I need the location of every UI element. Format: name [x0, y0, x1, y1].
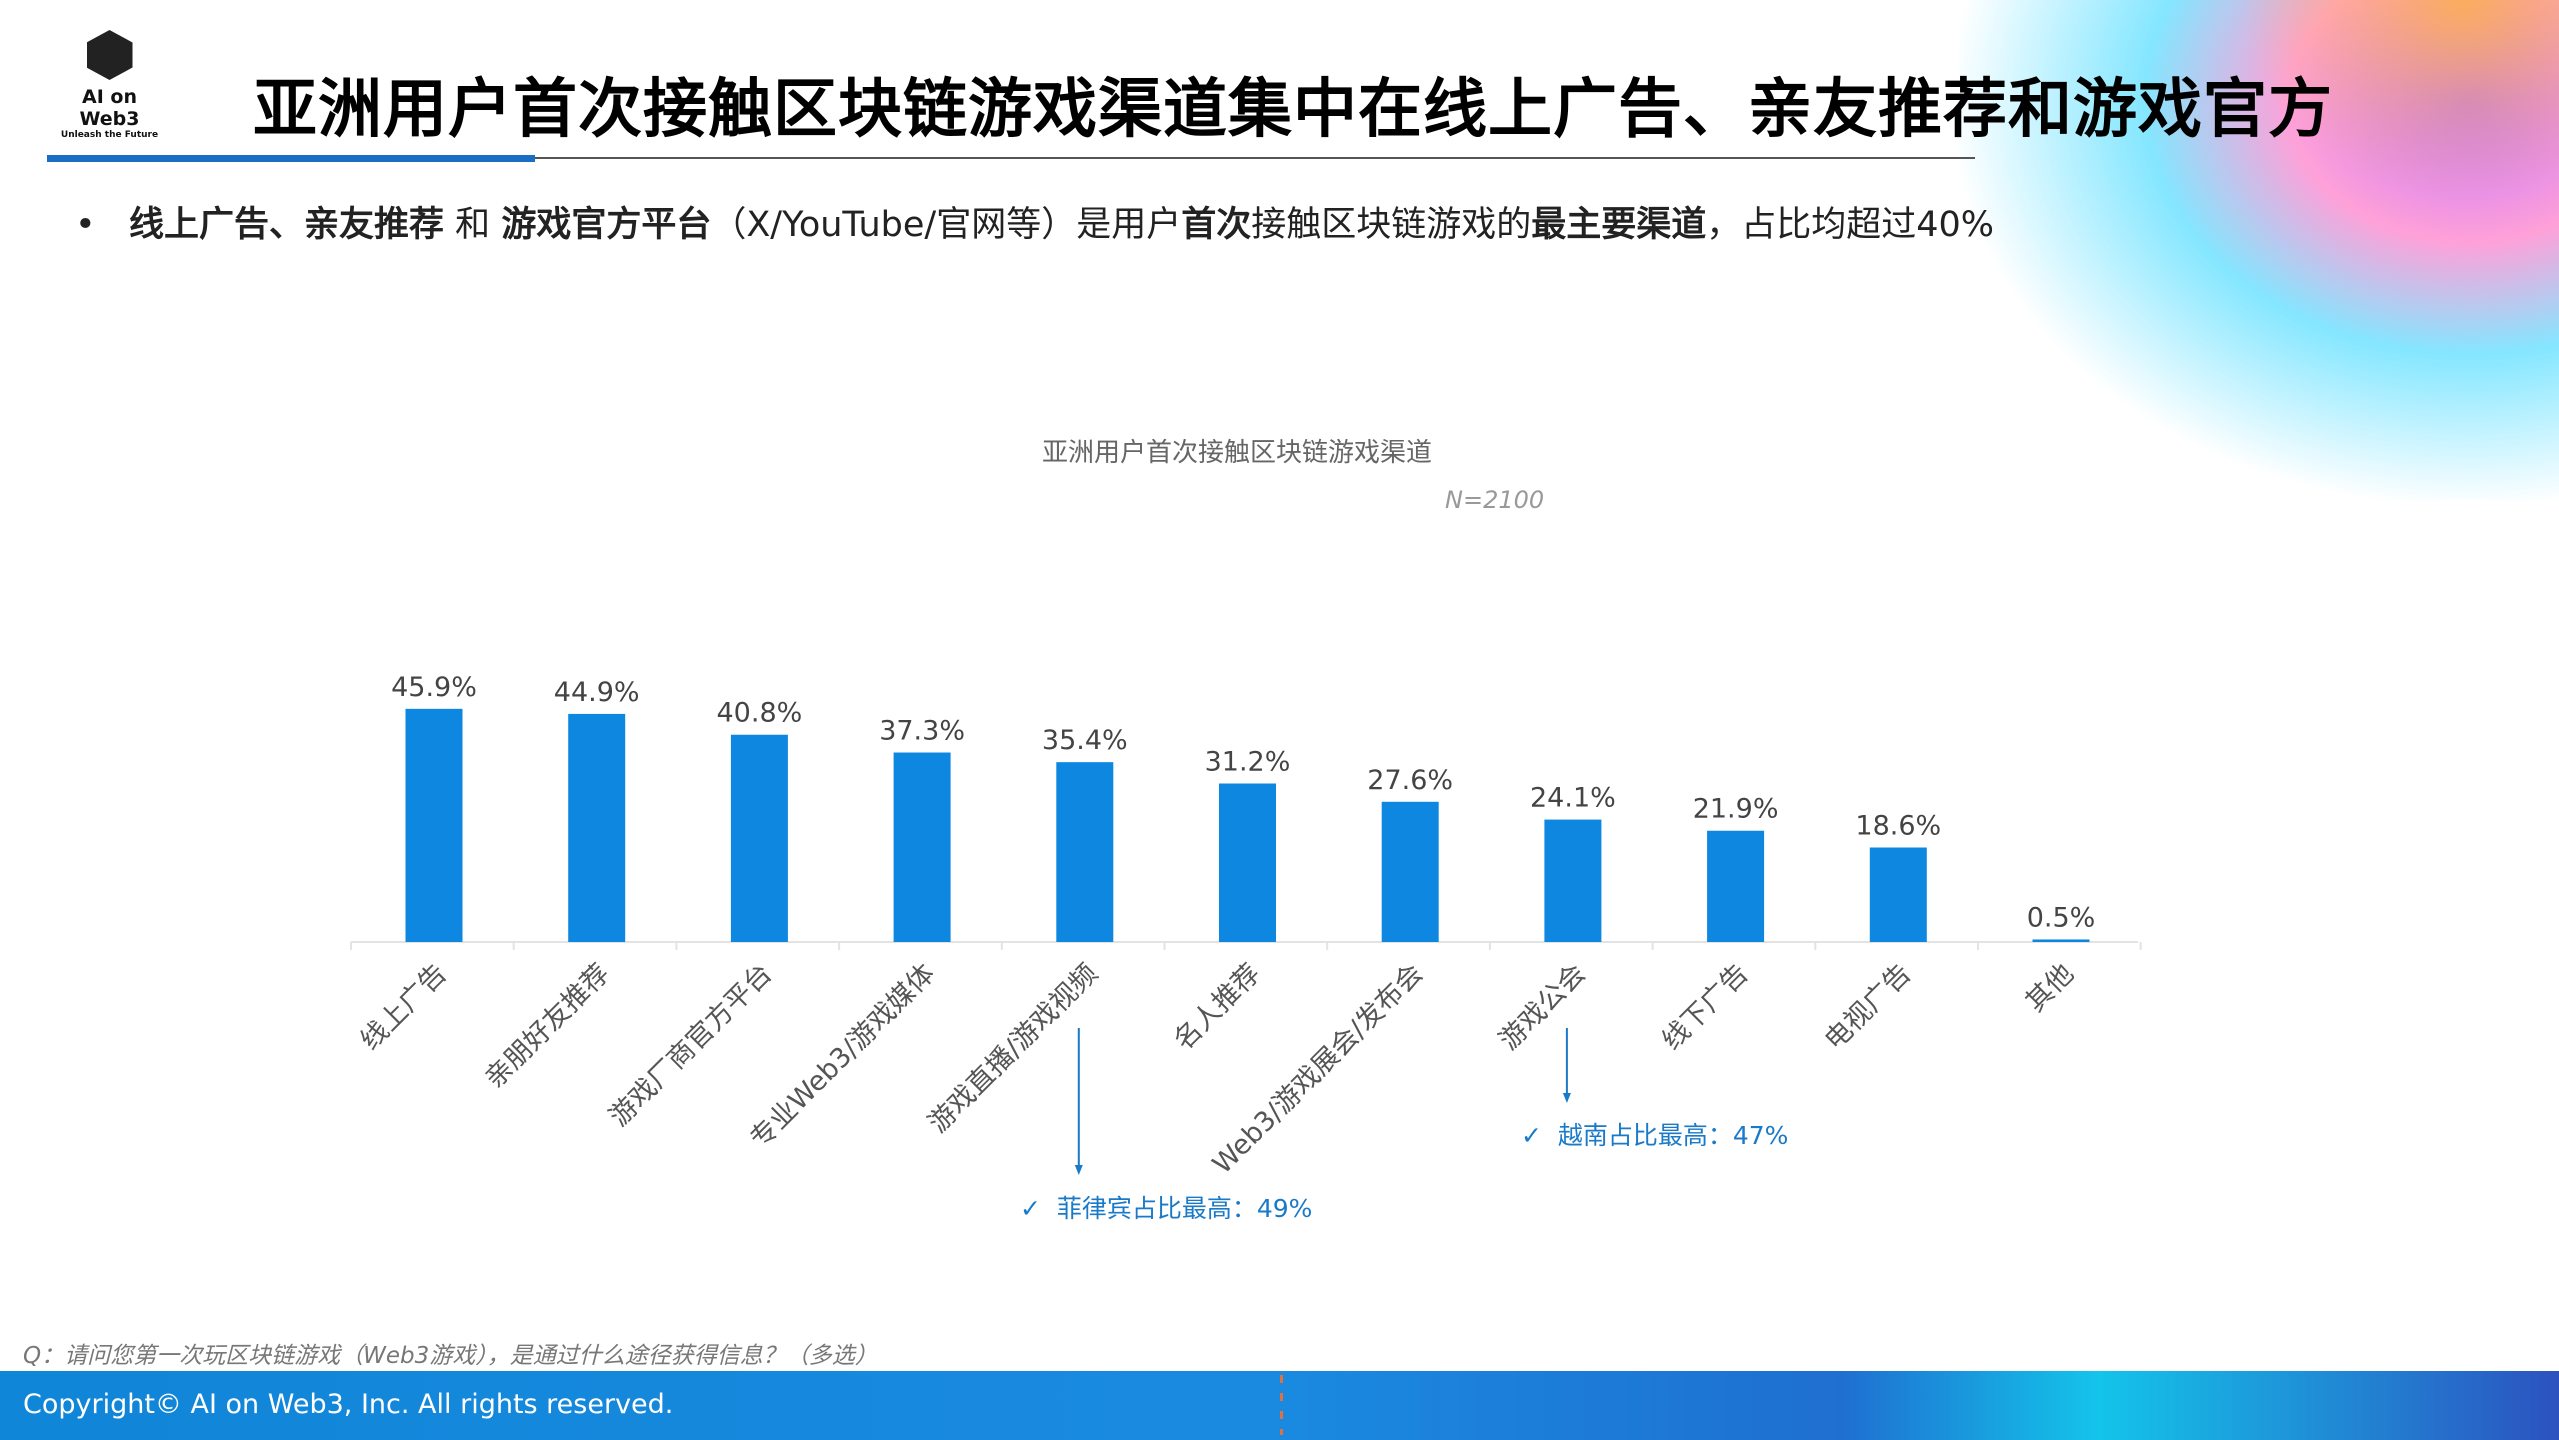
annotation-philippines: ✓ 菲律宾占比最高：49%: [1020, 1189, 1312, 1225]
data-label: 37.3%: [879, 716, 965, 747]
bar: [1219, 783, 1276, 942]
bar: [730, 734, 788, 942]
data-label: 21.9%: [1693, 794, 1779, 825]
annotation-text: 越南占比最高：47%: [1557, 1121, 1789, 1150]
bar: [1056, 762, 1114, 942]
data-label: 45.9%: [391, 672, 477, 703]
annotation-text: 菲律宾占比最高：49%: [1056, 1194, 1313, 1223]
data-label: 40.8%: [717, 698, 803, 729]
bar-chart: 45.9% 线上广告 44.9% 亲朋好友推荐 40.8% 游戏厂商官方平台 37.3% 专业…: [350, 672, 2142, 1180]
bar: [405, 708, 463, 942]
category-label: 线上广告: [355, 958, 453, 1056]
bullet-text-4: ，占比均超过40%: [1706, 205, 1995, 245]
bar: [1869, 847, 1927, 942]
data-label: 18.6%: [1855, 811, 1941, 842]
bar: [893, 752, 951, 942]
bullet-text-3: 接触区块链游戏的: [1251, 205, 1532, 245]
category-label: 游戏公会: [1494, 958, 1592, 1056]
page-title: 亚洲用户首次接触区块链游戏渠道集中在线上广告、亲友推荐和游戏官方: [253, 73, 2333, 147]
category-label: 亲朋好友推荐: [479, 958, 615, 1094]
category-label: 电视广告: [1819, 958, 1917, 1056]
data-label: 35.4%: [1042, 725, 1128, 756]
annotation-vietnam: ✓ 越南占比最高：47%: [1521, 1116, 1788, 1152]
bullet-text-2: （X/YouTube/官网等）是用户: [711, 205, 1182, 245]
data-label: 27.6%: [1367, 765, 1453, 796]
decorative-gradient-accent: [2239, 0, 2559, 200]
logo-tagline: Unleash the Future: [60, 130, 159, 140]
category-label: 名人推荐: [1168, 958, 1266, 1056]
category-label: 线下广告: [1656, 958, 1754, 1056]
data-label: 0.5%: [2027, 902, 2096, 933]
category-label: 专业Web3/游戏媒体: [744, 958, 941, 1155]
title-underline-accent: [47, 155, 535, 162]
data-label: 31.2%: [1205, 747, 1291, 778]
data-label: 24.1%: [1530, 783, 1616, 814]
copyright: Copyright© AI on Web3, Inc. All rights r…: [23, 1389, 674, 1420]
title-underline: [535, 157, 1975, 159]
check-icon: ✓: [1521, 1121, 1542, 1150]
footer-divider: [1280, 1375, 1283, 1435]
survey-question: Q：请问您第一次玩区块链游戏（Web3游戏），是通过什么途径获得信息？（多选）: [23, 1343, 878, 1369]
check-icon: ✓: [1020, 1194, 1041, 1223]
bullet-bold-4: 最主要渠道: [1531, 205, 1707, 245]
bar: [1707, 830, 1765, 942]
bullet-text-1: 和: [444, 205, 502, 245]
bar: [1544, 819, 1602, 942]
logo: AI on Web3 Unleash the Future: [52, 30, 167, 140]
arrow-head-icon: [1074, 1165, 1083, 1175]
chart-title: 亚洲用户首次接触区块链游戏渠道: [1041, 438, 1432, 468]
bullet-bold-1: 线上广告、亲友推荐: [129, 205, 445, 245]
bullet-point: • 线上广告、亲友推荐 和 游戏官方平台（X/YouTube/官网等）是用户首次…: [75, 205, 1995, 245]
category-label: 游戏厂商官方平台: [604, 958, 779, 1133]
logo-name: AI on Web3: [79, 86, 140, 130]
category-label: 游戏直播/游戏视频: [923, 958, 1104, 1139]
bullet-bold-3: 首次: [1181, 205, 1252, 245]
category-label: 其他: [2020, 958, 2080, 1018]
bar: [1381, 801, 1439, 942]
footer: Copyright© AI on Web3, Inc. All rights r…: [0, 1371, 2559, 1440]
bullet-bold-2: 游戏官方平台: [501, 205, 712, 245]
data-label: 44.9%: [554, 677, 640, 708]
bar: [568, 713, 626, 942]
sample-size: N=2100: [1445, 486, 1545, 514]
bar: [2032, 939, 2090, 942]
arrow-head-icon: [1562, 1093, 1571, 1103]
